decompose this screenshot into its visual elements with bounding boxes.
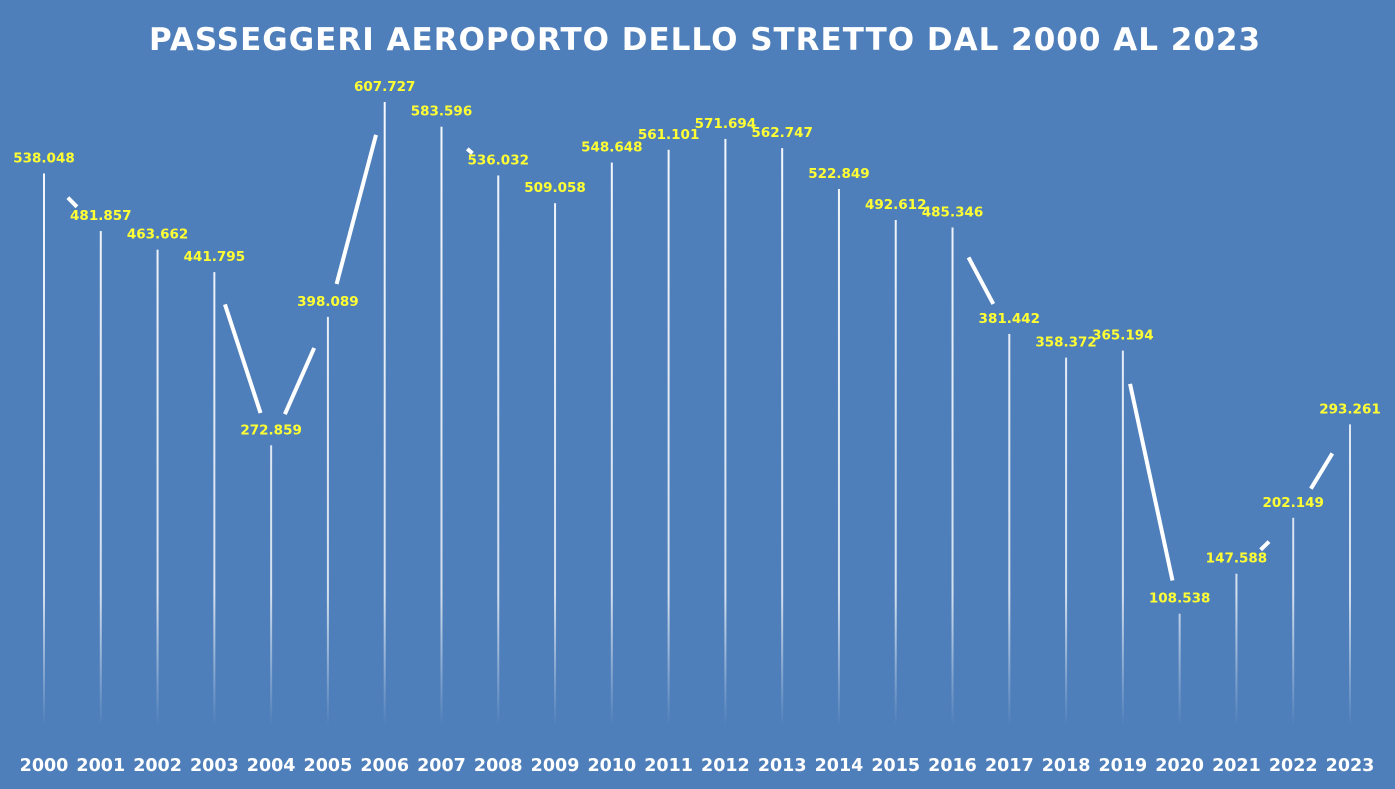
x-tick-label-2009: 2009 [531,756,580,776]
drop-line-2020 [1178,613,1181,725]
drop-line-2011 [667,149,670,725]
x-tick-label-2023: 2023 [1326,756,1375,776]
x-tick-label-2019: 2019 [1099,756,1148,776]
line-segment-2019-2020 [1128,383,1175,581]
drop-line-2004 [270,445,273,725]
line-segment-2004-2005 [283,347,316,415]
drop-line-2002 [156,249,159,725]
drop-line-2021 [1235,573,1238,725]
line-segment-2021-2022 [1259,540,1271,552]
x-tick-label-2020: 2020 [1155,756,1204,776]
data-label-2008: 536.032 [468,152,530,168]
drop-line-2003 [213,272,216,725]
line-segment-2003-2004 [223,303,263,414]
data-label-2004: 272.859 [240,422,302,438]
data-label-2007: 583.596 [411,104,473,120]
drop-line-2016 [951,227,954,725]
x-tick-label-2008: 2008 [474,756,523,776]
data-labels: 538.048 481.857 463.662 441.795 272.859 398.0… [13,79,1381,607]
data-label-2002: 463.662 [127,227,189,243]
x-tick-label-2007: 2007 [417,756,466,776]
drop-line-2018 [1065,357,1068,725]
drop-lines [43,102,1351,726]
x-tick-label-2016: 2016 [928,756,977,776]
data-label-2003: 441.795 [184,249,246,265]
drop-line-2017 [1008,333,1011,725]
x-tick-label-2021: 2021 [1212,756,1261,776]
data-label-2001: 481.857 [70,208,132,224]
line-segment-2022-2023 [1309,452,1335,490]
series-line [66,134,1335,581]
drop-line-2015 [894,220,897,725]
data-label-2000: 538.048 [13,150,75,166]
x-tick-label-2014: 2014 [815,756,864,776]
data-label-2014: 522.849 [808,166,870,182]
x-tick-label-2002: 2002 [133,756,182,776]
drop-line-2007 [440,126,443,726]
drop-line-2013 [781,148,784,725]
data-label-2013: 562.747 [751,125,813,141]
drop-line-2000 [43,173,45,726]
drop-line-2009 [554,203,557,725]
x-tick-label-2000: 2000 [20,756,69,776]
data-label-2010: 548.648 [581,140,643,156]
x-tick-label-2018: 2018 [1042,756,1091,776]
drop-line-2012 [724,138,727,726]
drop-line-2022 [1292,517,1295,725]
x-tick-label-2005: 2005 [304,756,353,776]
data-label-2006: 607.727 [354,79,416,95]
data-label-2011: 561.101 [638,127,700,143]
x-tick-label-2022: 2022 [1269,756,1318,776]
x-tick-label-2013: 2013 [758,756,807,776]
drop-line-2001 [99,231,102,726]
chart-title: PASSEGGERI AEROPORTO DELLO STRETTO DAL 2… [149,22,1261,58]
drop-line-2010 [610,162,613,726]
data-label-2009: 509.058 [524,180,586,196]
x-axis: 2000 2001 2002 2003 2004 2005 2006 2007 2008 2009… [20,756,1375,776]
data-label-2019: 365.194 [1092,328,1154,344]
x-tick-label-2006: 2006 [360,756,409,776]
x-tick-label-2004: 2004 [247,756,296,776]
x-tick-label-2003: 2003 [190,756,239,776]
data-label-2023: 293.261 [1319,401,1381,417]
data-label-2018: 358.372 [1035,335,1097,351]
data-label-2022: 202.149 [1262,495,1324,511]
drop-line-2019 [1121,350,1124,725]
data-label-2012: 571.694 [695,116,757,132]
data-label-2015: 492.612 [865,197,927,213]
line-segment-2016-2017 [966,256,996,305]
drop-line-2006 [383,102,386,725]
x-tick-label-2010: 2010 [587,756,636,776]
data-label-2005: 398.089 [297,294,359,310]
line-segment-2007-2008 [465,147,474,155]
line-segment-2005-2006 [334,134,378,285]
x-tick-label-2012: 2012 [701,756,750,776]
drop-line-2023 [1349,424,1351,725]
data-label-2020: 108.538 [1149,591,1211,607]
drop-line-2008 [497,175,500,725]
data-label-2016: 485.346 [922,204,984,220]
line-segment-2000-2001 [66,196,79,209]
drop-line-2005 [326,316,329,725]
data-label-2021: 147.588 [1206,551,1268,567]
x-tick-label-2001: 2001 [76,756,125,776]
drop-line-2014 [837,189,840,725]
x-tick-label-2017: 2017 [985,756,1034,776]
x-tick-label-2015: 2015 [871,756,920,776]
data-label-2017: 381.442 [979,311,1041,327]
x-tick-label-2011: 2011 [644,756,693,776]
